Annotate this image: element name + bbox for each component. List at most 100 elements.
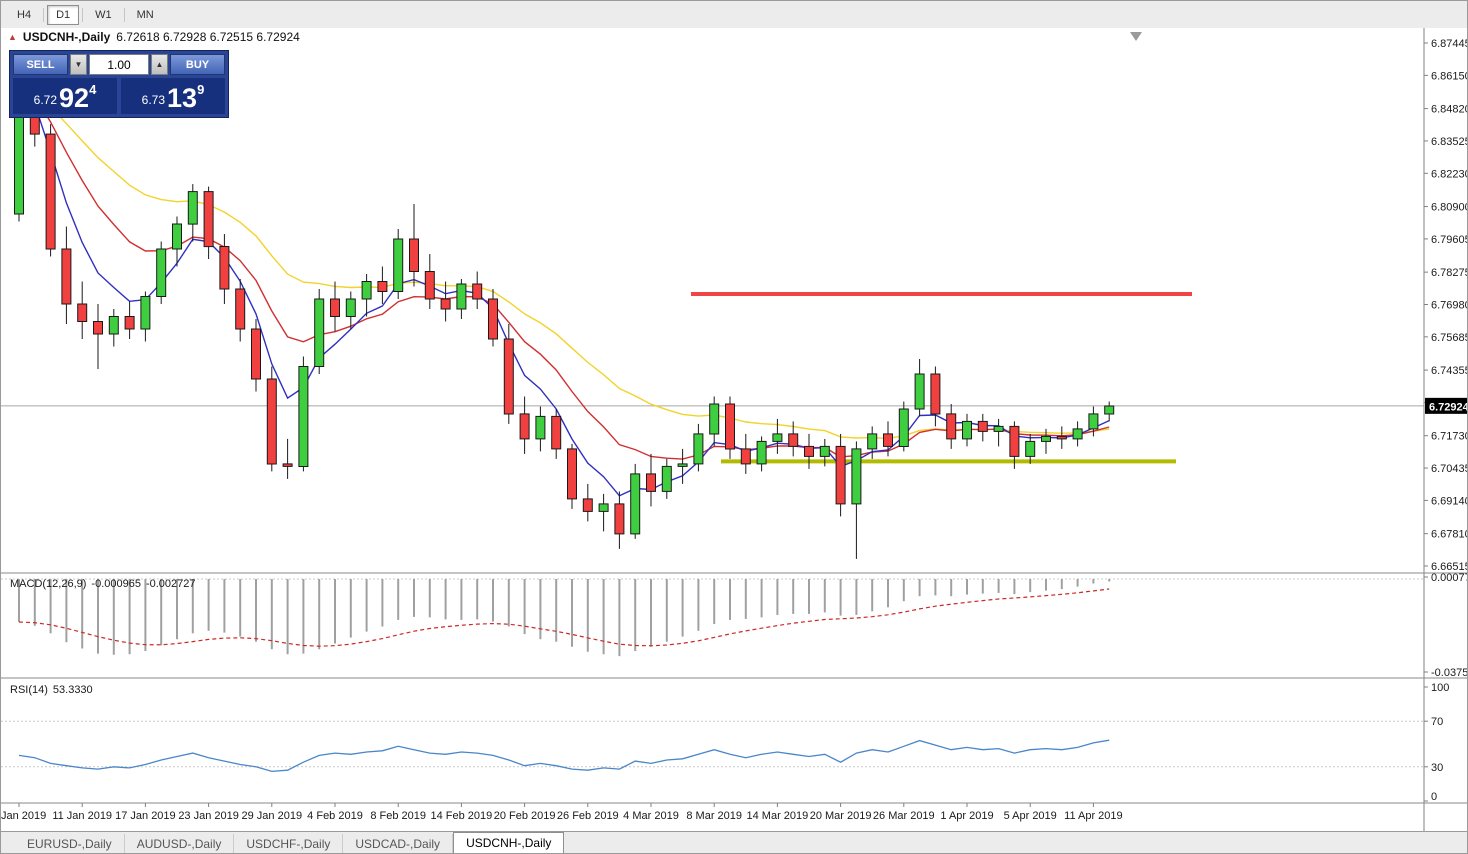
candle-body bbox=[756, 440, 767, 465]
date-axis-label: 11 Apr 2019 bbox=[1064, 810, 1123, 822]
rsi-value: 53.3330 bbox=[52, 684, 93, 696]
date-axis-label: 20 Feb 2019 bbox=[494, 810, 556, 822]
candle-body bbox=[1072, 428, 1083, 440]
candle-body bbox=[1009, 425, 1020, 457]
price-axis-label: 6.82230 bbox=[1431, 168, 1468, 180]
price-axis-label: 6.83525 bbox=[1431, 136, 1468, 148]
date-axis-label: 26 Mar 2019 bbox=[873, 810, 935, 822]
candle-body bbox=[725, 403, 735, 450]
timeframe-tab-h4[interactable]: H4 bbox=[17, 8, 32, 21]
sell-button[interactable]: SELL bbox=[13, 54, 68, 75]
candle-body bbox=[156, 248, 167, 297]
sell-price-prefix: 6.72 bbox=[33, 93, 58, 107]
candle-body bbox=[851, 448, 862, 505]
price-chart[interactable]: 6.87445 6.86150 6.84820 6.83525 6.82230 6.809… bbox=[1, 28, 1468, 831]
volume-increase-button[interactable]: ▲ bbox=[151, 54, 168, 75]
candle-body bbox=[472, 283, 483, 300]
candle-body bbox=[993, 425, 1004, 432]
buy-button[interactable]: BUY bbox=[170, 54, 225, 75]
divider bbox=[123, 7, 125, 22]
candle-body bbox=[45, 133, 56, 250]
candle-body bbox=[630, 473, 641, 535]
price-axis-label: 6.84820 bbox=[1431, 104, 1468, 116]
rsi-axis-label: 70 bbox=[1431, 716, 1443, 728]
symbol-tab-eurusd-daily[interactable]: EURUSD-,Daily bbox=[15, 834, 125, 853]
candle-body bbox=[598, 503, 609, 512]
chevron-down-icon: ▼ bbox=[74, 59, 83, 69]
candle-body bbox=[519, 413, 530, 440]
candle-body bbox=[377, 281, 388, 292]
candle-body bbox=[424, 271, 435, 300]
divider bbox=[82, 7, 84, 22]
price-axis-label: 6.80900 bbox=[1431, 202, 1468, 214]
candle-body bbox=[709, 403, 720, 435]
rsi-axis-label: 0 bbox=[1431, 791, 1437, 803]
macd-histogram bbox=[18, 579, 1111, 657]
candle-body bbox=[1104, 405, 1115, 415]
price-axis-label: 6.79605 bbox=[1431, 234, 1468, 246]
candle-body bbox=[298, 366, 309, 467]
date-axis-label: 20 Mar 2019 bbox=[810, 810, 872, 822]
trade-controls-row: SELL ▼ ▲ BUY bbox=[13, 54, 225, 75]
chart-symbol-icon: ▲ bbox=[8, 31, 17, 42]
candle-body bbox=[61, 248, 72, 305]
symbol-tab-audusd-daily[interactable]: AUDUSD-,Daily bbox=[125, 834, 235, 853]
macd-axis-label: -0.037579 bbox=[1431, 667, 1468, 679]
date-axis-label: 17 Jan 2019 bbox=[115, 810, 176, 822]
candle-body bbox=[124, 316, 135, 330]
date-axis-label: 8 Feb 2019 bbox=[370, 810, 426, 822]
date-axis-label: 14 Mar 2019 bbox=[747, 810, 809, 822]
candle-body bbox=[409, 238, 419, 272]
date-axis-label: 14 Feb 2019 bbox=[431, 810, 493, 822]
date-axis-label: 29 Jan 2019 bbox=[242, 810, 303, 822]
candle-body bbox=[1056, 435, 1067, 440]
date-axis-label: 5 Apr 2019 bbox=[1004, 810, 1057, 822]
symbol-tab-usdcad-daily[interactable]: USDCAD-,Daily bbox=[343, 834, 454, 853]
candle-body bbox=[582, 498, 593, 512]
timeframe-tab-w1[interactable]: W1 bbox=[95, 8, 112, 21]
trade-prices-row: 6.72 92 4 6.73 13 9 bbox=[13, 78, 225, 114]
price-axis-label: 6.75685 bbox=[1431, 332, 1468, 344]
buy-price[interactable]: 6.73 13 9 bbox=[121, 78, 225, 114]
sell-price-pipette: 4 bbox=[89, 82, 97, 97]
candle-body bbox=[804, 445, 814, 457]
rsi-indicator-label: RSI(14) 53.3330 bbox=[10, 684, 98, 696]
candle-body bbox=[535, 415, 546, 440]
candle-body bbox=[488, 298, 498, 340]
candle-body bbox=[977, 420, 988, 432]
volume-input[interactable] bbox=[89, 54, 149, 75]
date-axis-label: 11 Jan 2019 bbox=[52, 810, 112, 822]
macd-main-value: -0.000965 bbox=[91, 578, 141, 590]
ma-slow-line bbox=[18, 88, 1110, 440]
date-axis-label: 7 Jan 2019 bbox=[1, 810, 46, 822]
volume-decrease-button[interactable]: ▼ bbox=[70, 54, 87, 75]
candle-body bbox=[503, 338, 514, 415]
rsi-axis-label: 30 bbox=[1431, 762, 1443, 774]
candle-body bbox=[835, 445, 846, 505]
candle-body bbox=[946, 413, 957, 440]
timeframe-tab-d1[interactable]: D1 bbox=[47, 4, 80, 25]
symbol-tabs-bar: EURUSD-,Daily AUDUSD-,Daily USDCHF-,Daily U… bbox=[1, 831, 1467, 853]
candle-body bbox=[393, 238, 404, 292]
chart-ohlc-values: 6.72618 6.72928 6.72515 6.72924 bbox=[116, 30, 300, 44]
price-axis-label: 6.76980 bbox=[1431, 300, 1468, 312]
candle-body bbox=[567, 448, 577, 500]
price-axis-label: 6.86150 bbox=[1431, 70, 1468, 82]
timeframe-tab-mn[interactable]: MN bbox=[136, 8, 154, 21]
candle-body bbox=[1088, 413, 1099, 430]
symbol-tab-usdcnh-daily[interactable]: USDCNH-,Daily bbox=[453, 832, 565, 853]
chart-shift-marker-icon[interactable] bbox=[1130, 32, 1142, 41]
price-axis-label: 6.71730 bbox=[1431, 431, 1468, 443]
candle-body bbox=[251, 328, 261, 380]
price-axis-label: 6.78275 bbox=[1431, 267, 1468, 279]
sell-price[interactable]: 6.72 92 4 bbox=[13, 78, 117, 114]
candle-body bbox=[456, 283, 467, 310]
candle-body bbox=[930, 373, 941, 415]
candle-body bbox=[914, 373, 925, 410]
symbol-tab-usdchf-daily[interactable]: USDCHF-,Daily bbox=[234, 834, 344, 853]
timeframe-bar: H4 D1 W1 MN bbox=[1, 1, 1467, 29]
macd-signal-line bbox=[18, 588, 1110, 647]
candle-body bbox=[219, 246, 230, 290]
date-axis-label: 8 Mar 2019 bbox=[686, 810, 742, 822]
macd-signal-value: -0.002727 bbox=[145, 578, 196, 590]
